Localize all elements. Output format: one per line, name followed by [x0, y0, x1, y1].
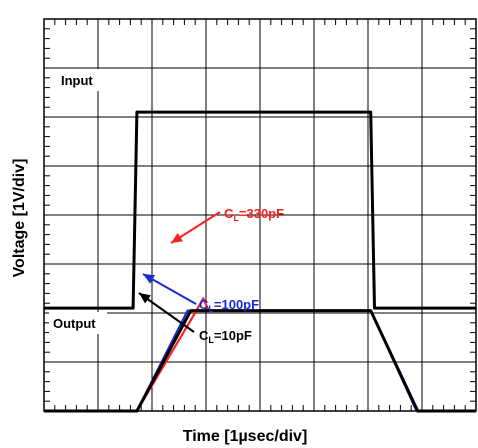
- cl10-arrow-line: [138, 292, 195, 333]
- cl330-label: CL=330pF: [224, 206, 284, 223]
- trace-cl-10pf: [44, 309, 476, 413]
- cl10-arrow-head: [139, 293, 151, 304]
- input-label-box: Input: [57, 69, 105, 91]
- axis-ticks: [44, 19, 476, 411]
- y-axis-label: Voltage [1V/div]: [11, 159, 28, 278]
- plot-frame: [43, 18, 477, 412]
- callouts: [138, 211, 221, 333]
- cl100-label: CL=100pF: [199, 297, 259, 314]
- x-axis-label: Time [1µsec/div]: [183, 428, 308, 445]
- traces: [44, 110, 476, 413]
- output-label-box: Output: [49, 312, 107, 334]
- grid: [44, 19, 476, 411]
- output-label: Output: [53, 316, 96, 331]
- trace-input: [44, 110, 476, 310]
- cl330-arrow-head: [171, 232, 183, 243]
- cl10-label: CL=10pF: [199, 328, 252, 345]
- input-label: Input: [61, 73, 93, 88]
- cl100-arrow-head: [143, 274, 156, 284]
